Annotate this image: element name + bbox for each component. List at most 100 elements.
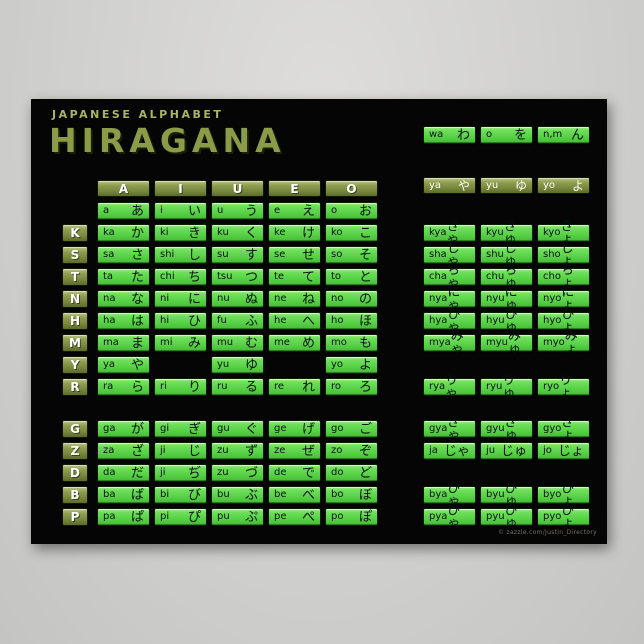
romaji-text: zo: [331, 445, 343, 456]
romaji-text: hyu: [486, 315, 505, 326]
romaji-text: hya: [429, 315, 448, 326]
kana-cell: do ど: [325, 464, 378, 482]
kana-cell: ryu りゅ: [480, 374, 533, 400]
romaji-text: re: [274, 381, 285, 392]
kana-cell: kya きゃ: [423, 220, 476, 246]
kana-text: の: [358, 291, 372, 307]
kana-text: びゅ: [504, 481, 518, 509]
romaji-text: so: [331, 249, 343, 260]
kana-text: ひゃ: [447, 307, 461, 335]
romaji-text: se: [274, 249, 286, 260]
kana-text: な: [130, 291, 144, 307]
romaji-text: he: [274, 315, 287, 326]
kana-text: ぺ: [301, 509, 315, 525]
row-label: T: [62, 268, 88, 286]
kana-text: に: [187, 291, 201, 307]
kana-cell: kyo きょ: [537, 220, 590, 246]
kana-text: ん: [570, 127, 584, 143]
syllabary-row: T ta た chi ち tsu つ: [62, 268, 378, 286]
voiced-syllabary-table: G ga が gi ぎ gu ぐ: [62, 420, 378, 526]
romaji-text: de: [274, 467, 287, 478]
kana-cell: po ぽ: [325, 508, 378, 526]
kana-cell: myu みゅ: [480, 330, 533, 356]
romaji-text: fu: [217, 315, 227, 326]
romaji-text: pya: [429, 511, 448, 522]
kana-cell: ya や: [423, 177, 476, 194]
kana-cell: he へ: [268, 312, 321, 330]
romaji-text: bo: [331, 489, 344, 500]
kana-text: ぱ: [130, 509, 144, 525]
kana-text: ぜ: [301, 443, 315, 459]
kana-text: び: [187, 487, 201, 503]
kana-cell: yu ゆ: [211, 356, 264, 374]
romaji-text: ku: [217, 227, 229, 238]
kana-cell: ni に: [154, 290, 207, 308]
kana-cell: byu びゅ: [480, 482, 533, 508]
kana-cell: ra ら: [97, 378, 150, 396]
kana-text: め: [301, 335, 315, 351]
romaji-text: hi: [160, 315, 170, 326]
kana-cell: hi ひ: [154, 312, 207, 330]
kana-cell: nyu にゅ: [480, 286, 533, 312]
kana-text: ね: [301, 291, 315, 307]
romaji-text: n,m: [543, 129, 563, 140]
poster-subtitle: JAPANESE ALPHABET: [52, 108, 224, 121]
kana-cell: gyu ぎゅ: [480, 416, 533, 442]
kana-text: ぎ: [187, 421, 201, 437]
romaji-text: sa: [103, 249, 115, 260]
kana-text: ぎょ: [561, 415, 575, 443]
kana-text: じゃ: [443, 443, 470, 459]
syllabary-row: D da だ ji ぢ zu づ: [62, 464, 378, 482]
kana-text: ひ: [187, 313, 201, 329]
romaji-text: tsu: [217, 271, 233, 282]
ya-yu-yo-row: ya や yu ゆ yo よ: [423, 177, 590, 194]
romaji-text: mu: [217, 337, 234, 348]
kana-cell: shi し: [154, 246, 207, 264]
poster-title: HIRAGANA: [49, 121, 286, 160]
kana-cell: bya びゃ: [423, 482, 476, 508]
romaji-text: yo: [543, 179, 556, 191]
combo-group-kya-mya: kya きゃ kyu きゅ kyo きょ sha しゃ: [423, 220, 590, 356]
kana-text: きょ: [560, 219, 574, 247]
kana-cell: mu む: [211, 334, 264, 352]
romaji-text: jo: [543, 445, 552, 456]
row-label: B: [62, 486, 88, 504]
romaji-text: ha: [103, 315, 116, 326]
row-label: M: [62, 334, 88, 352]
column-header-cell: A: [97, 180, 150, 197]
kana-cell: ryo りょ: [537, 374, 590, 400]
kana-cell: pu ぷ: [211, 508, 264, 526]
romaji-text: gyo: [543, 423, 562, 434]
kana-text: ゆ: [514, 178, 527, 193]
row-label: G: [62, 420, 88, 438]
kana-cell: wa わ: [423, 126, 476, 144]
kana-text: ち: [187, 269, 201, 285]
romaji-text: kyo: [543, 227, 561, 238]
romaji-text: ro: [331, 381, 342, 392]
kana-text: にゃ: [447, 285, 461, 313]
romaji-text: zu: [217, 467, 229, 478]
kana-cell: zu づ: [211, 464, 264, 482]
syllabary-row: Z za ざ ji じ zu ず: [62, 442, 378, 460]
kana-text: ご: [358, 421, 372, 437]
kana-cell: ga が: [97, 420, 150, 438]
kana-cell: yo よ: [537, 177, 590, 194]
kana-text: ぴゅ: [504, 503, 518, 531]
romaji-text: ke: [274, 227, 286, 238]
row-label: S: [62, 246, 88, 264]
kana-cell: ka か: [97, 224, 150, 242]
kana-cell: zo ぞ: [325, 442, 378, 460]
kana-cell: sha しゃ: [423, 242, 476, 268]
kana-cell: gu ぐ: [211, 420, 264, 438]
kana-text: みょ: [564, 329, 578, 357]
kana-cell: sa さ: [97, 246, 150, 264]
romaji-text: kya: [429, 227, 447, 238]
romaji-text: ge: [274, 423, 287, 434]
kana-text: ぴょ: [561, 503, 575, 531]
kana-text: ず: [244, 443, 258, 459]
kana-cell: hyo ひょ: [537, 308, 590, 334]
kana-text: ゆ: [244, 357, 258, 373]
row-label: P: [62, 508, 88, 526]
romaji-text: bya: [429, 489, 448, 500]
kana-cell: fu ふ: [211, 312, 264, 330]
